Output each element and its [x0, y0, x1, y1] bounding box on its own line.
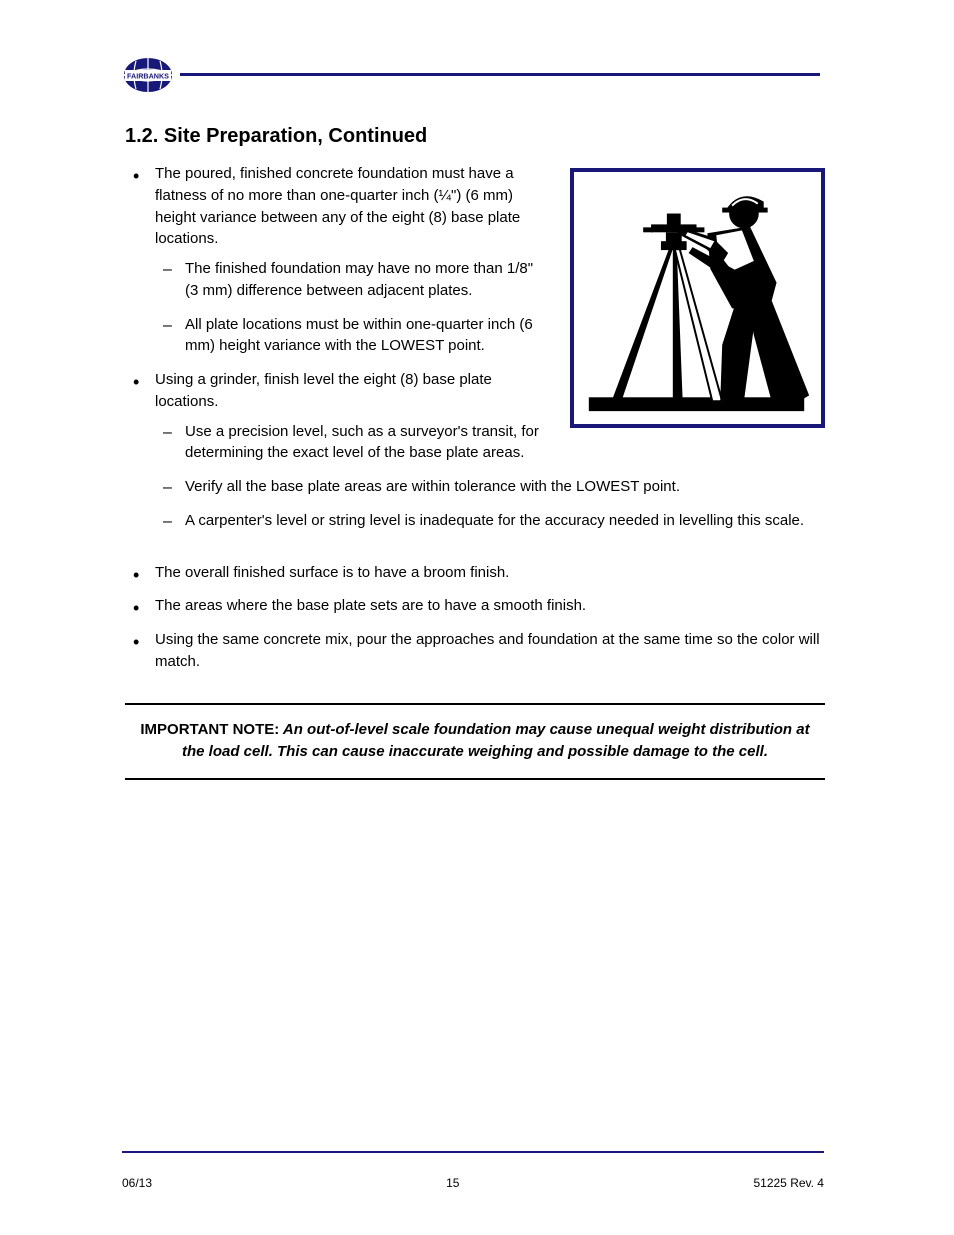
- list-item-text: Using a grinder, finish level the eight …: [155, 371, 492, 410]
- sub-list-item: Verify all the base plate areas are with…: [155, 476, 825, 498]
- footer-page-number: 15: [446, 1176, 459, 1190]
- requirements-list-1: The poured, finished concrete foundation…: [125, 163, 825, 532]
- brand-logo: FAIRBANKS: [121, 55, 176, 99]
- list-item: The overall finished surface is to have …: [125, 562, 825, 584]
- sub-list-item: All plate locations must be within one-q…: [155, 314, 825, 358]
- list-item: The poured, finished concrete foundation…: [125, 163, 825, 357]
- requirements-list-2: The overall finished surface is to have …: [125, 562, 825, 673]
- footer-doc-rev: 51225 Rev. 4: [753, 1176, 824, 1190]
- list-item: Using a grinder, finish level the eight …: [125, 369, 825, 532]
- page-footer: 06/13 15 51225 Rev. 4: [122, 1176, 824, 1190]
- sub-list: The finished foundation may have no more…: [155, 258, 825, 357]
- list-item: Using the same concrete mix, pour the ap…: [125, 629, 825, 673]
- sub-list-item: A carpenter's level or string level is i…: [155, 510, 825, 532]
- list-item-text: The poured, finished concrete foundation…: [155, 165, 520, 247]
- svg-text:FAIRBANKS: FAIRBANKS: [127, 72, 169, 81]
- footer-rule: [122, 1151, 824, 1153]
- important-note: IMPORTANT NOTE: An out-of-level scale fo…: [125, 703, 825, 780]
- footer-date: 06/13: [122, 1176, 152, 1190]
- header-rule: [180, 73, 820, 76]
- sub-list: Use a precision level, such as a surveyo…: [155, 421, 825, 532]
- note-label: IMPORTANT NOTE:: [140, 721, 279, 738]
- sub-list-item: Use a precision level, such as a surveyo…: [155, 421, 825, 465]
- section-title: 1.2. Site Preparation, Continued: [125, 125, 825, 148]
- sub-list-item: The finished foundation may have no more…: [155, 258, 825, 302]
- list-item: The areas where the base plate sets are …: [125, 595, 825, 617]
